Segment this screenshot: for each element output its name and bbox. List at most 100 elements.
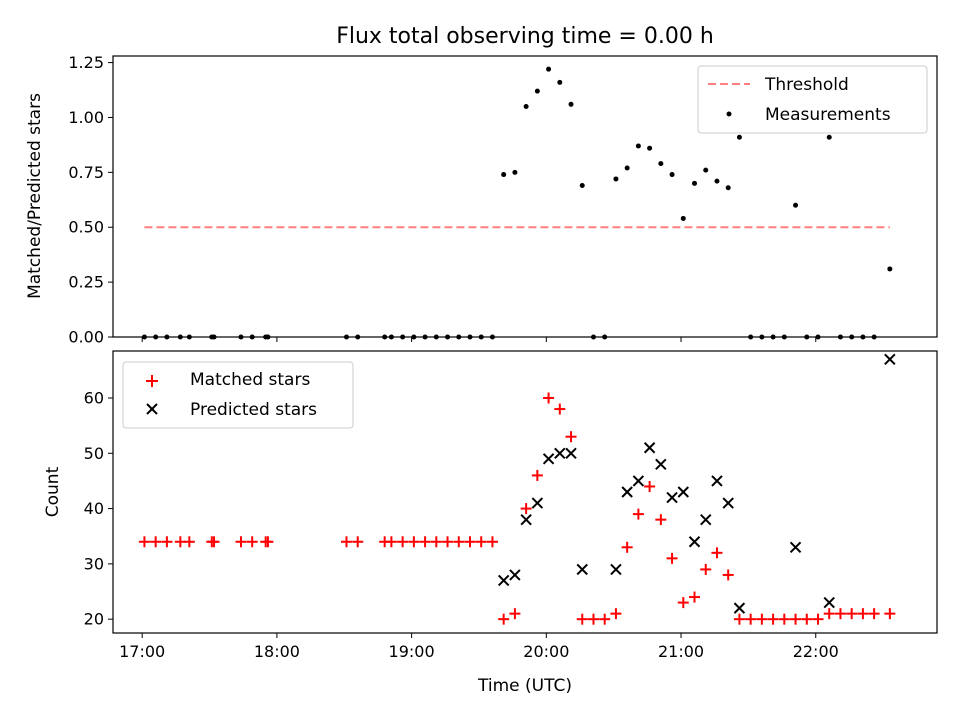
predicted-stars-legend-marker [146,403,158,415]
matched-star-point [857,608,869,620]
top-panel: 0.00 0.25 0.50 0.75 1.00 1.25 Matched/Predict… [25,53,938,347]
matched-star-point [884,608,896,620]
predicted-star-point [789,541,802,554]
top-y-tick-label: 0.25 [68,273,104,292]
bottom-y-axis-label: Count [43,466,63,517]
predicted-star-point [497,574,510,587]
measurement-point [658,161,664,167]
matched-star-point [397,536,409,548]
top-y-tick-label: 1.00 [68,108,104,127]
predicted-star-point [700,513,712,526]
top-y-tick-label: 0.50 [68,218,104,237]
matched-star-point [632,508,644,520]
bottom-x-axis-label: Time (UTC) [477,676,572,696]
predicted-star-point [576,563,588,576]
measurement-point [736,134,742,140]
matched-star-point [722,569,734,581]
bottom-x-tick-label: 17:00 [119,642,165,661]
matched-stars-legend-marker [146,375,158,387]
predicted-star-point [520,513,532,526]
predicted-star-point [554,447,566,460]
matched-star-point [644,480,656,492]
measurement-point [501,172,507,178]
predicted-star-point [655,458,667,471]
measurement-point [624,165,630,171]
bottom-x-axis: 17:00 18:00 19:00 20:00 21:00 22:00 [119,633,839,661]
matched-star-point [235,536,247,548]
bottom-axes-frame [112,350,938,634]
matched-star-point [711,547,723,559]
matched-star-point [352,536,364,548]
predicted-star-point [677,486,689,498]
predicted-star-point [531,497,544,509]
matched-star-point [655,514,667,526]
bottom-y-tick-label: 20 [84,610,104,629]
matched-star-point [610,608,622,620]
measurement-point [703,167,709,173]
bottom-y-tick-label: 30 [84,554,104,573]
bottom-legend-box [122,361,354,429]
predicted-star-point [565,447,577,460]
top-legend-box [697,65,928,134]
predicted-star-point [688,536,701,548]
predicted-star-point [823,596,835,609]
predicted-star-point [733,602,746,614]
measurement-point [579,183,585,189]
matched-star-point [576,613,588,625]
matched-star-point [408,536,420,548]
measurement-point [568,101,574,107]
measurement-point [887,266,893,272]
measurement-point [669,172,675,178]
bottom-x-tick-label: 22:00 [793,642,839,661]
top-axes-frame [112,55,938,338]
matched-star-point [666,552,678,564]
matched-star-point [778,613,790,625]
matched-star-point [464,536,476,548]
top-y-tick-label: 0.75 [68,163,104,182]
bottom-x-tick-label: 19:00 [389,642,435,661]
predicted-star-point [542,453,555,465]
measurement-point [534,88,540,94]
bottom-x-tick-label: 21:00 [658,642,704,661]
matched-star-point [700,563,712,575]
matched-star-point [790,613,802,625]
matched-star-point [599,613,611,625]
matched-star-point [150,536,162,548]
predicted-star-point [666,491,678,504]
measurement-point [557,79,563,85]
matched-star-point [486,536,498,548]
predicted-star-point [509,569,521,581]
threshold-legend-label: Threshold [764,75,849,95]
matched-star-point [565,431,577,443]
matched-star-point [430,536,442,548]
bottom-plot-marks [138,353,896,625]
matched-star-point [520,503,532,515]
matched-star-point [161,536,173,548]
matched-star-point [554,403,566,415]
measurement-point [512,169,518,175]
predicted-star-point [610,563,622,576]
predicted-star-point [621,486,633,498]
bottom-y-tick-label: 60 [84,389,104,408]
bottom-legend: Matched stars Predicted stars [122,361,354,429]
bottom-x-tick-label: 18:00 [254,642,300,661]
matched-star-point [745,613,757,625]
predicted-star-point [632,475,645,487]
measurement-point [714,178,720,184]
predicted-stars-legend-label: Predicted stars [190,400,317,420]
matched-star-point [475,536,487,548]
top-x-axis-ticks [141,337,817,342]
matched-star-point [756,613,768,625]
matched-star-point [812,613,824,625]
matched-star-point [531,469,543,481]
matched-star-point [341,536,353,548]
matched-star-point [183,536,195,548]
measurement-point [826,134,832,140]
bottom-y-axis: 20 30 40 50 60 [84,389,113,629]
top-y-tick-label: 1.25 [68,53,104,72]
measurement-point [613,176,619,182]
measurement-point [680,215,686,221]
top-y-axis: 0.00 0.25 0.50 0.75 1.00 1.25 [68,53,113,347]
bottom-x-tick-label: 20:00 [523,642,569,661]
